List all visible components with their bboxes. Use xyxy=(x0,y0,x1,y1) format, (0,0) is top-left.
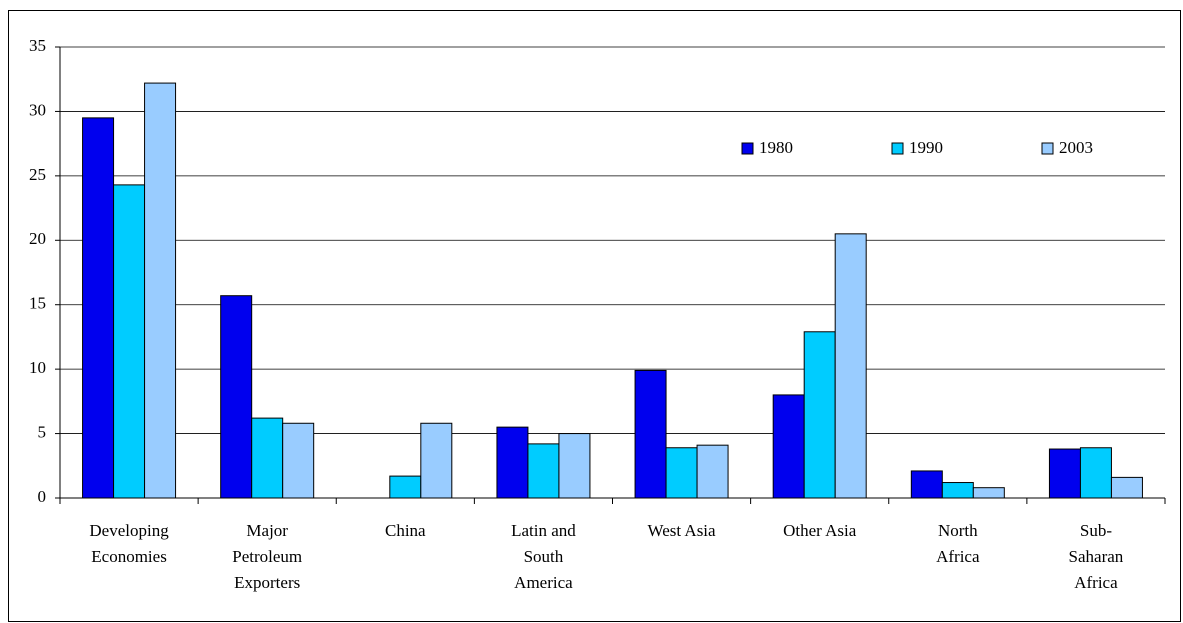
bar xyxy=(634,369,667,499)
chart-frame xyxy=(8,10,1181,622)
bar xyxy=(1110,476,1143,499)
legend-swatch xyxy=(1041,142,1054,155)
legend-swatch xyxy=(741,142,754,155)
x-tick-label: West Asia xyxy=(648,521,716,540)
y-tick-label: 0 xyxy=(38,487,47,506)
bar xyxy=(113,184,146,499)
bar xyxy=(144,82,177,499)
x-tick-label: Exporters xyxy=(234,573,300,592)
legend-label: 1980 xyxy=(759,138,793,157)
bar xyxy=(420,422,453,499)
x-tick-label: Latin and xyxy=(511,521,576,540)
y-tick-label: 5 xyxy=(38,422,47,441)
bar xyxy=(251,417,284,499)
x-tick-label: Africa xyxy=(1074,573,1118,592)
bar xyxy=(803,331,836,499)
x-tick-label: North xyxy=(938,521,978,540)
y-tick-label: 10 xyxy=(29,358,46,377)
bar xyxy=(910,470,943,499)
x-tick-label: Developing xyxy=(89,521,169,540)
x-tick-label: Sub- xyxy=(1080,521,1112,540)
x-tick-label: Africa xyxy=(936,547,980,566)
bar xyxy=(1048,448,1081,499)
bar xyxy=(834,233,867,499)
y-tick-label: 30 xyxy=(29,100,46,119)
x-tick-label: South xyxy=(524,547,564,566)
legend-label: 2003 xyxy=(1059,138,1093,157)
bar xyxy=(82,117,115,499)
y-tick-label: 20 xyxy=(29,229,46,248)
bar xyxy=(941,482,974,499)
legend-swatch xyxy=(891,142,904,155)
bar xyxy=(527,443,560,499)
bar xyxy=(972,487,1005,499)
y-tick-label: 35 xyxy=(29,36,46,55)
x-tick-label: Major xyxy=(246,521,288,540)
bar xyxy=(496,426,529,499)
bar xyxy=(389,475,422,499)
bar xyxy=(696,444,729,499)
bar xyxy=(1079,447,1112,499)
y-tick-label: 25 xyxy=(29,165,46,184)
x-tick-label: Other Asia xyxy=(783,521,857,540)
legend-label: 1990 xyxy=(909,138,943,157)
x-tick-label: Economies xyxy=(91,547,167,566)
bar xyxy=(665,447,698,499)
x-tick-label: Saharan xyxy=(1069,547,1124,566)
bar xyxy=(282,422,315,499)
x-tick-label: China xyxy=(385,521,426,540)
y-tick-label: 15 xyxy=(29,294,46,313)
x-tick-label: Petroleum xyxy=(232,547,302,566)
bar xyxy=(220,295,253,499)
bar xyxy=(772,394,805,499)
x-tick-label: America xyxy=(514,573,573,592)
bar xyxy=(558,433,591,499)
